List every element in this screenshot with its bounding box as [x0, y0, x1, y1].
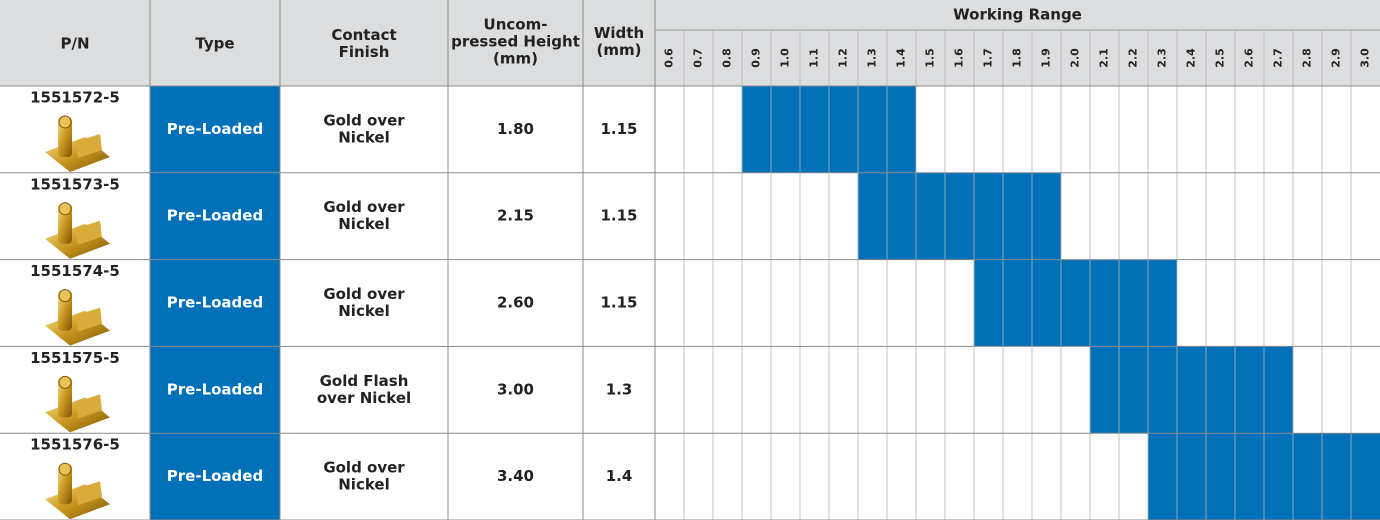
cell-text: Pre-Loaded [167, 120, 263, 138]
cell-text: 1.80 [497, 120, 534, 138]
range-tick-label: 2.9 [1330, 48, 1343, 68]
cell-text: 1.15 [600, 207, 637, 225]
image-part [75, 394, 102, 419]
range-tick-label: 0.9 [750, 48, 763, 68]
image-part [58, 289, 72, 303]
cell-text: Gold Flash [320, 372, 409, 390]
type-cell [150, 86, 280, 173]
cell-text: 1.15 [600, 120, 637, 138]
range-tick-label: 2.3 [1156, 48, 1169, 68]
cell-text: Nickel [338, 302, 389, 320]
range-bar [1090, 346, 1293, 434]
image-part [58, 375, 72, 389]
type-cell [150, 346, 280, 434]
type-cell [150, 433, 280, 520]
product-image [45, 202, 110, 259]
range-tick-label: 1.3 [866, 48, 879, 68]
range-tick-label: 0.6 [663, 48, 676, 68]
cell-text: Pre-Loaded [167, 467, 263, 485]
header-cell: Finish [339, 43, 390, 61]
range-tick-label: 1.4 [895, 48, 908, 68]
image-part [75, 307, 102, 332]
cell-text: Gold over [323, 111, 405, 129]
cell-text: Gold over [323, 198, 405, 216]
type-cell [150, 172, 280, 260]
cell-text: 1.15 [600, 294, 637, 312]
range-tick-label: 1.9 [1040, 48, 1053, 68]
range-tick-label: 1.0 [779, 48, 792, 68]
range-tick-label: 2.0 [1069, 48, 1082, 68]
range-tick-label: 1.6 [953, 48, 966, 68]
image-part [75, 481, 102, 506]
cell-text: Nickel [338, 128, 389, 146]
cell-text: Pre-Loaded [167, 380, 263, 398]
cell-text: 1551574-5 [30, 262, 120, 280]
header-cell: (mm) [597, 41, 642, 59]
cell-text: Nickel [338, 476, 389, 494]
cell-text: over Nickel [317, 389, 411, 407]
image-part [58, 115, 72, 129]
cell-text: Nickel [338, 215, 389, 233]
range-tick-label: 1.2 [837, 48, 850, 68]
product-image [45, 115, 110, 172]
cell-text: 1551573-5 [30, 175, 120, 193]
range-tick-label: 1.5 [924, 48, 937, 68]
header-cell: Type [195, 35, 234, 53]
range-tick-label: 0.8 [721, 48, 734, 68]
range-tick-label: 2.8 [1301, 48, 1314, 68]
range-tick-label: 2.1 [1098, 48, 1111, 68]
cell-text: 1.3 [606, 380, 633, 398]
cell-text: Pre-Loaded [167, 207, 263, 225]
cell-text: 1551572-5 [30, 89, 120, 107]
range-tick-label: 2.7 [1272, 48, 1285, 68]
image-part [58, 202, 72, 216]
cell-text: 1.4 [606, 467, 633, 485]
range-tick-label: 2.6 [1243, 48, 1256, 68]
range-tick-label: 2.4 [1185, 48, 1198, 68]
range-bar [974, 259, 1177, 347]
cell-text: 2.60 [497, 294, 534, 312]
range-tick-label: 1.7 [982, 48, 995, 68]
cell-text: Pre-Loaded [167, 294, 263, 312]
type-cell [150, 259, 280, 347]
image-part [75, 134, 102, 158]
product-image [45, 375, 110, 433]
image-part [75, 220, 102, 245]
header-cell: Contact [331, 26, 396, 44]
cell-text: Gold over [323, 459, 405, 477]
header-cell: Working Range [953, 6, 1082, 24]
range-tick-label: 0.7 [692, 48, 705, 68]
range-tick-label: 2.2 [1127, 48, 1140, 68]
range-tick-label: 1.1 [808, 48, 821, 68]
header-background [0, 0, 1380, 86]
header-cell: (mm) [493, 50, 538, 68]
header-cell: Uncom- [484, 16, 548, 34]
range-tick-label: 1.8 [1011, 48, 1024, 68]
product-image [45, 462, 110, 520]
cell-text: Gold over [323, 285, 405, 303]
cell-text: 3.00 [497, 380, 534, 398]
header-cell: Width [594, 24, 644, 42]
cell-text: 1551576-5 [30, 436, 120, 454]
cell-text: 1551575-5 [30, 349, 120, 367]
header-cell: pressed Height [451, 33, 580, 51]
range-tick-label: 3.0 [1359, 48, 1372, 68]
image-part [58, 462, 72, 476]
cell-text: 2.15 [497, 207, 534, 225]
cell-text: 3.40 [497, 467, 534, 485]
range-bar [858, 172, 1061, 260]
range-tick-label: 2.5 [1214, 48, 1227, 68]
header-cell: P/N [60, 35, 89, 53]
product-image [45, 289, 110, 346]
